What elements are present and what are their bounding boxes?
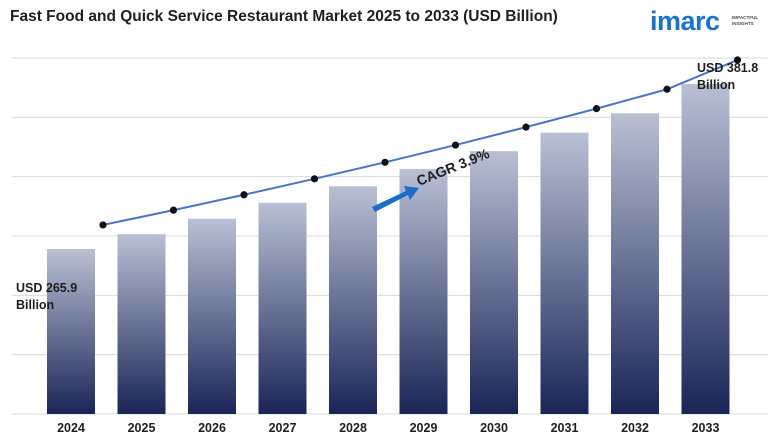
trend-line-path [102, 58, 738, 226]
trend-point-2027 [310, 175, 319, 183]
bar-2031 [540, 132, 589, 414]
trend-point-2030 [522, 123, 530, 131]
bar-2024 [47, 248, 95, 414]
chart-title: Fast Food and Quick Service Restaurant M… [10, 8, 558, 25]
imarc-logo: imarc IMPACTFUL INSIGHTS [650, 4, 770, 38]
logo-tagline: IMPACTFUL INSIGHTS [732, 15, 759, 26]
x-tick-2032: 2032 [621, 421, 649, 435]
start-value-label: USD 265.9 Billion [16, 280, 77, 314]
bar-2029 [399, 169, 448, 414]
x-tick-2030: 2030 [480, 421, 508, 435]
end-value-line1: USD 381.8 [697, 61, 759, 75]
cagr-arrow-icon [372, 186, 419, 212]
trend-point-2024 [99, 221, 107, 229]
end-value-line2: Billion [697, 78, 736, 92]
start-value-line2: Billion [16, 298, 55, 312]
x-axis-ticks: 2024 2025 2026 2027 2028 2029 2030 2031 2032 2033 [57, 421, 719, 435]
bar-2028 [329, 186, 377, 414]
trend-point-2031 [592, 105, 601, 113]
bars [47, 83, 730, 415]
bar-2025 [117, 234, 166, 414]
bar-2030 [470, 151, 518, 415]
start-value-line1: USD 265.9 [16, 281, 78, 295]
x-tick-2025: 2025 [128, 421, 156, 435]
trend-point-2032 [663, 85, 671, 93]
bar-2027 [258, 202, 307, 414]
x-tick-2026: 2026 [198, 421, 226, 435]
x-tick-2027: 2027 [269, 421, 297, 435]
bar-2032 [611, 113, 659, 415]
trend-line [99, 56, 742, 229]
x-tick-2033: 2033 [692, 421, 720, 435]
x-tick-2024: 2024 [57, 421, 85, 435]
x-tick-2029: 2029 [410, 421, 438, 435]
bar-2033 [681, 83, 730, 414]
trend-point-2028 [381, 158, 389, 166]
bar-2026 [188, 218, 236, 414]
logo-wordmark: imarc [650, 6, 720, 36]
trend-point-2026 [240, 191, 248, 199]
x-tick-2031: 2031 [551, 421, 579, 435]
trend-point-2033 [733, 56, 742, 64]
trend-point-2025 [169, 206, 178, 214]
trend-point-2029 [451, 141, 460, 149]
end-value-label: USD 381.8 Billion [697, 60, 758, 94]
x-tick-2028: 2028 [339, 421, 367, 435]
